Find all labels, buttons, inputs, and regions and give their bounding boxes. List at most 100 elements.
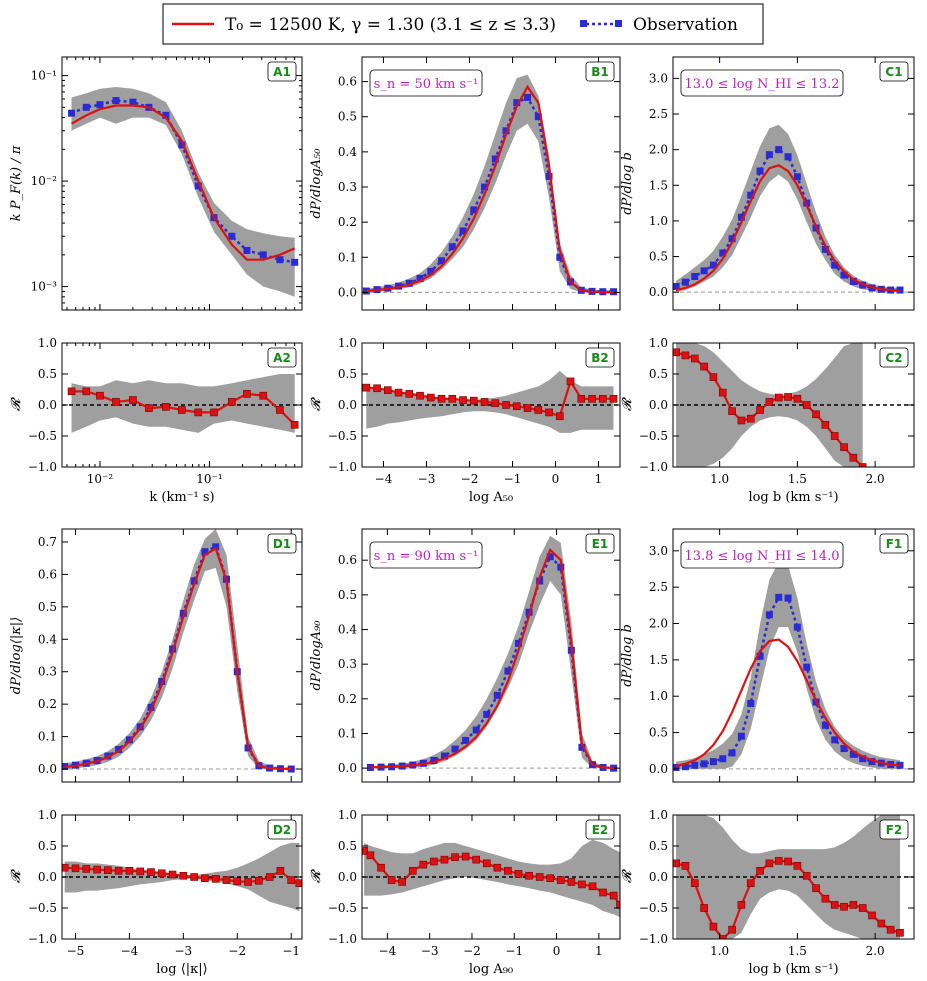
ratio-point [430, 857, 438, 866]
y-axis-label: 𝓡 [309, 396, 324, 411]
obs-point [491, 155, 499, 163]
obs-point [728, 235, 736, 243]
ratio-point [482, 859, 491, 868]
y-tick-label: 2.0 [649, 617, 668, 631]
panel-tag-b2: B2 [591, 351, 609, 365]
ratio-point [194, 408, 203, 417]
y-tick-label: 0.5 [338, 110, 357, 124]
obs-point [481, 183, 489, 191]
panel-b1: 0.0 0.1 0.2 0.3 0.4 0.5 0.6 dP/dlogA₅₀ B1 s_n = 5… [309, 56, 621, 311]
obs-point [868, 758, 876, 766]
ratio-point [491, 399, 500, 407]
ratio-point [290, 421, 299, 429]
ratio-point [265, 873, 274, 881]
ratio-point [255, 876, 263, 885]
obs-line-e1 [370, 554, 614, 770]
x-tick-label: −2 [228, 944, 246, 958]
ratio-point [416, 391, 424, 400]
y-tick-label: 0.6 [338, 553, 357, 567]
y-tick-label: 3.0 [649, 71, 668, 85]
y-tick-label: −1.0 [28, 932, 57, 946]
y-tick-label: −0.5 [328, 429, 357, 443]
ratio-point [588, 394, 596, 403]
ratio-point [746, 879, 755, 888]
error-band-f1 [676, 561, 900, 769]
panel-tag-box [585, 819, 615, 840]
obs-point [896, 761, 904, 769]
ratio-point [784, 857, 792, 866]
y-axis-label: dP/dlog b [620, 152, 635, 215]
obs-point [430, 757, 438, 765]
y-tick-label: 10⁻² [31, 174, 58, 188]
panel-tag-a2: A2 [273, 351, 291, 365]
y-tick-label: 0.0 [38, 398, 57, 412]
x-axis-label: log A₅₀ [469, 490, 513, 505]
ratio-point [555, 412, 564, 420]
y-tick-label: 0.5 [649, 250, 668, 264]
panel-tag-b1: B1 [591, 65, 609, 79]
y-tick-label: 0.0 [649, 285, 668, 299]
ratio-point [599, 888, 607, 897]
x-tick-label: 10⁻¹ [196, 472, 222, 486]
panel-f1: 0.0 0.5 1.0 1.5 2.0 2.5 3.0 dP/dlog b F1 13.8 ≤ l… [620, 528, 915, 783]
ratio-point [765, 859, 774, 868]
obs-point [756, 167, 764, 175]
obs-point [728, 749, 736, 757]
y-tick-label: −1.0 [328, 460, 357, 474]
ratio-point [157, 869, 166, 878]
x-tick-label: 1.5 [788, 944, 807, 958]
error-band-a1 [71, 87, 295, 297]
ratio-point [556, 876, 565, 884]
annotation-text: s_n = 50 km s⁻¹ [374, 77, 478, 92]
y-tick-label: 1.0 [649, 336, 668, 350]
ratio-point [244, 878, 252, 886]
obs-point [681, 278, 689, 286]
y-tick-label: −1.0 [28, 460, 57, 474]
obs-point [194, 182, 202, 190]
ratio-point [71, 864, 80, 873]
obs-point [459, 227, 467, 235]
ratio-point [362, 383, 371, 392]
obs-point [821, 245, 829, 253]
y-tick-label: 0.5 [338, 588, 357, 602]
plot-area-a2 [62, 374, 302, 433]
x-axis-label: k (km⁻¹ s) [149, 490, 214, 505]
ratio-point [136, 867, 145, 876]
obs-point [709, 261, 717, 269]
ratio-point [82, 865, 91, 873]
ratio-point [840, 902, 848, 911]
ratio-point [793, 394, 802, 403]
y-tick-label: −1.0 [639, 460, 668, 474]
ratio-point [609, 891, 618, 900]
ratio-point [793, 862, 802, 870]
legend: T₀ = 12500 K, γ = 1.30 (3.1 ≤ z ≤ 3.3) O… [162, 3, 764, 45]
plot-area-b1 [362, 74, 620, 296]
panel-tag-f2: F2 [886, 823, 903, 837]
y-tick-label: 0.5 [38, 600, 57, 614]
annotation-box [369, 69, 483, 97]
ratio-point [709, 922, 718, 931]
obs-point [747, 699, 755, 707]
obs-point [556, 253, 564, 261]
ratio-point [690, 354, 699, 363]
ratio-point [784, 393, 792, 401]
ratio-point [502, 401, 510, 409]
x-tick-label: 0 [553, 944, 561, 958]
y-tick-label: 0.2 [338, 692, 357, 706]
obs-point [691, 761, 699, 769]
y-tick-label: 0.5 [38, 839, 57, 853]
ratio-point [129, 396, 137, 404]
panel-tag-c1: C1 [885, 65, 902, 79]
y-tick-label: 1.5 [649, 178, 668, 192]
obs-point [803, 663, 811, 671]
obs-point [115, 746, 123, 754]
ratio-point [243, 390, 251, 398]
obs-point [765, 611, 773, 619]
annotation-text: 13.0 ≤ log N_HI ≤ 13.2 [685, 77, 840, 92]
obs-point [681, 763, 689, 771]
ratio-point [287, 876, 296, 884]
y-tick-label: 0.2 [38, 697, 57, 711]
y-tick-label: 0.2 [338, 215, 357, 229]
